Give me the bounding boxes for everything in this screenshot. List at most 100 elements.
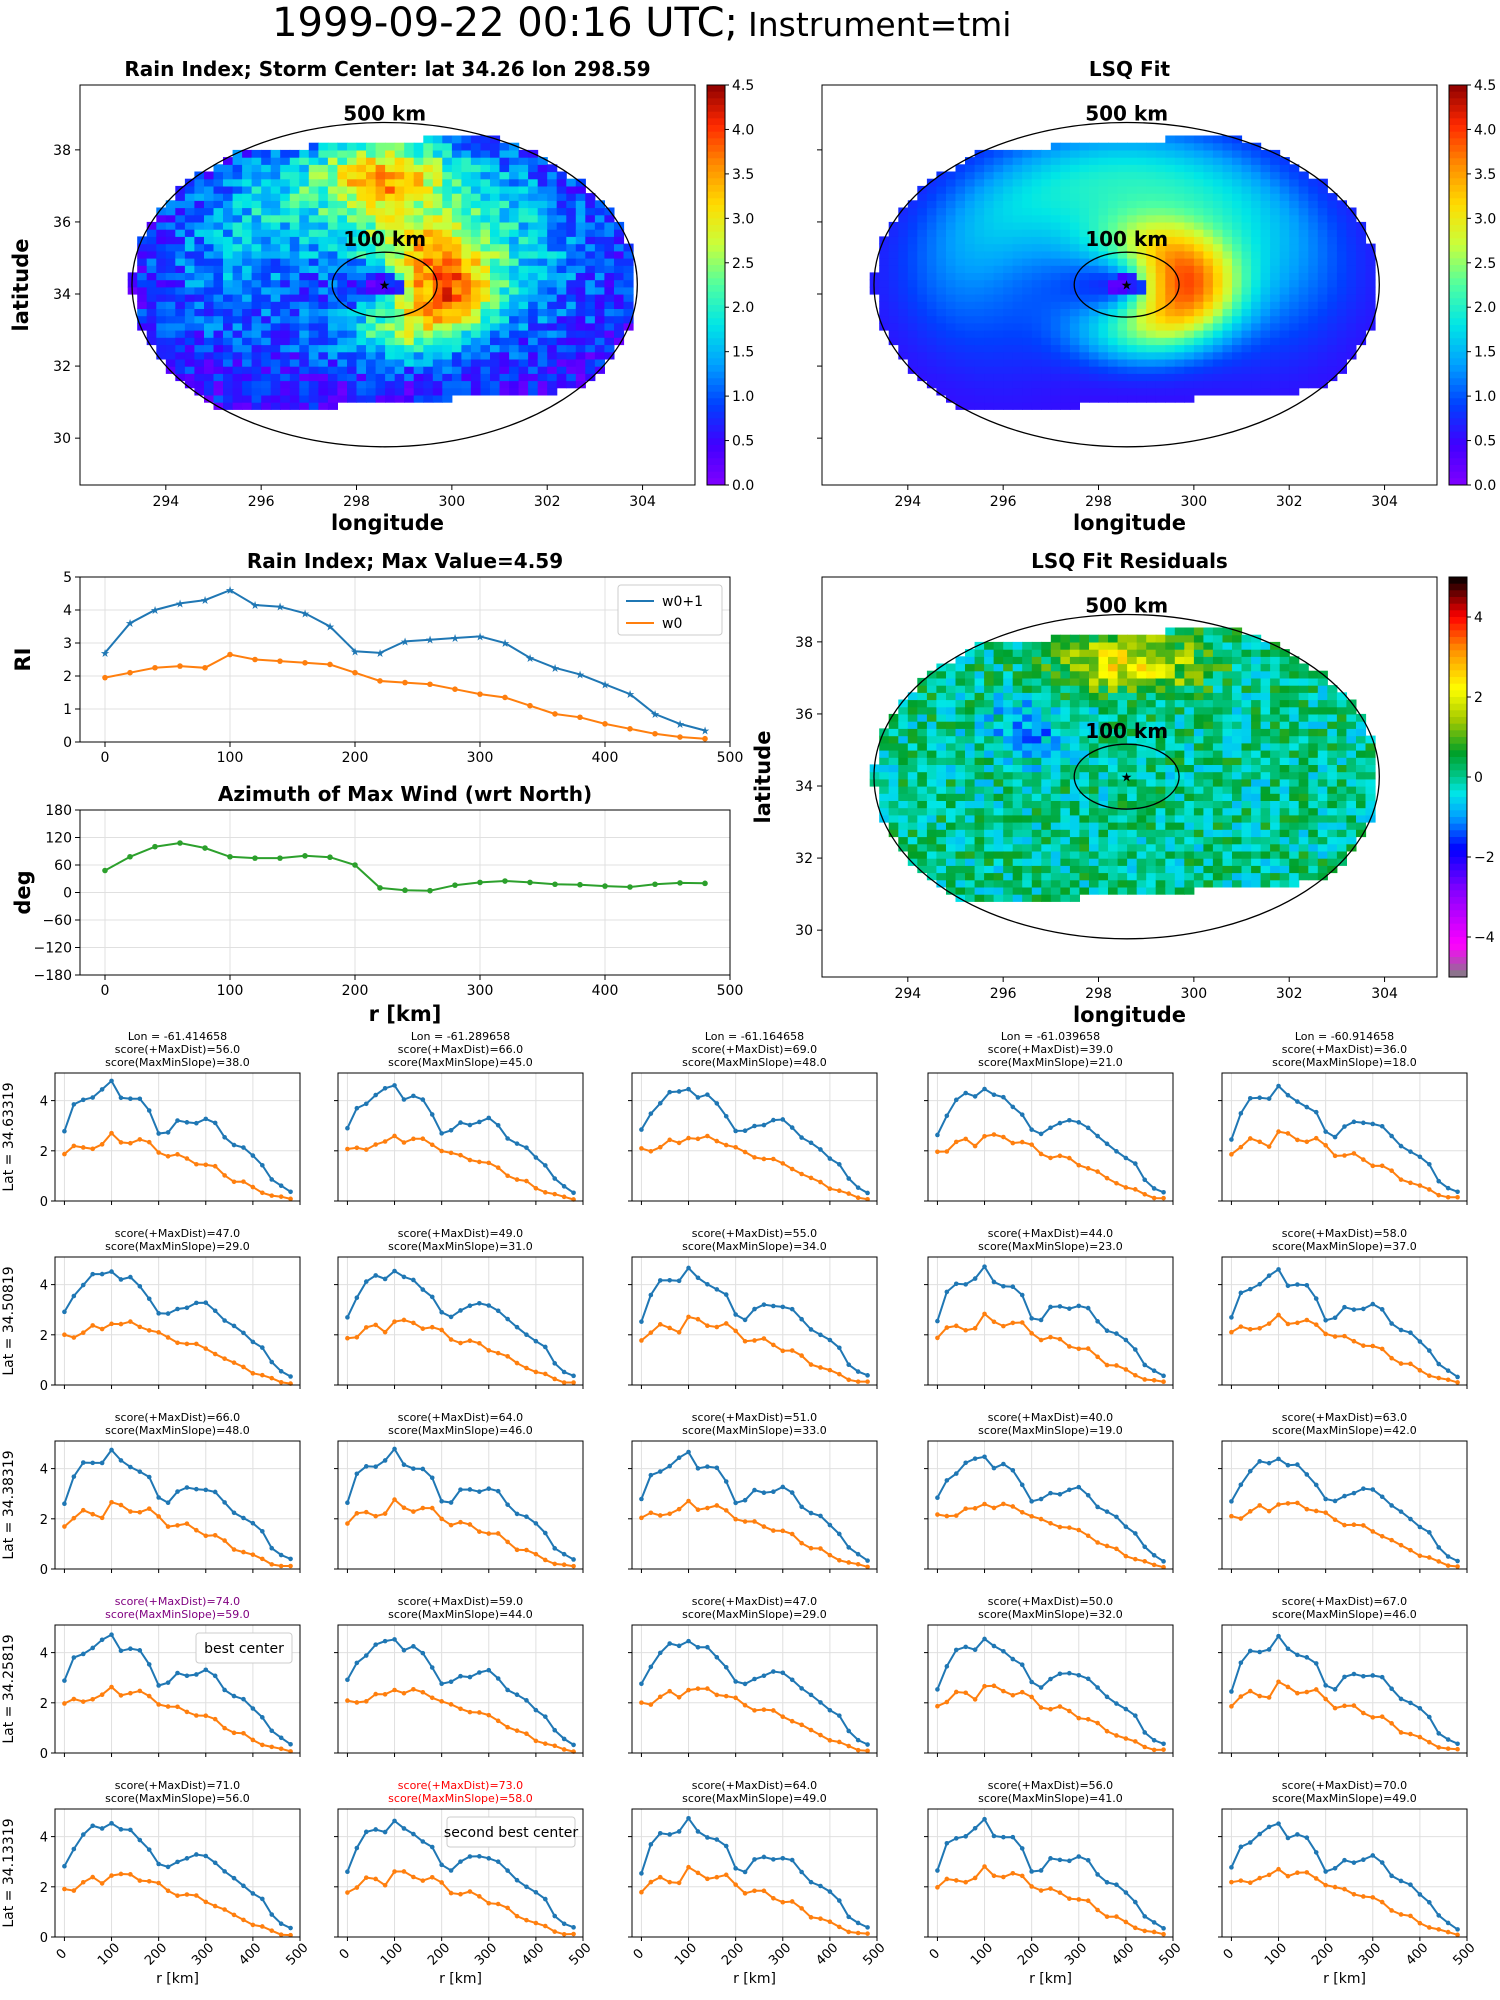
- series-marker: [808, 1510, 814, 1516]
- series-marker: [761, 1888, 767, 1894]
- series-marker: [552, 1376, 558, 1382]
- series-marker: [401, 1274, 407, 1280]
- score-maxminslope-label: score(MaxMinSlope)=49.0: [1272, 1792, 1417, 1805]
- series-line-2: [347, 1134, 574, 1201]
- series-marker: [1323, 1882, 1328, 1888]
- series-marker: [1161, 1741, 1166, 1747]
- series-marker: [146, 1328, 152, 1333]
- series-marker: [382, 1829, 388, 1835]
- ring-100km: [331, 251, 438, 318]
- series-marker: [571, 1380, 576, 1385]
- series-marker: [944, 1664, 950, 1669]
- x-tick-label: 100: [217, 983, 244, 999]
- series-marker: [137, 1837, 143, 1843]
- series-marker: [1095, 1907, 1100, 1913]
- series-marker: [667, 1137, 672, 1143]
- series-marker: [686, 1638, 691, 1644]
- series-marker: [345, 1521, 350, 1526]
- colorbar-segment: [1449, 365, 1467, 373]
- x-tick-label: 294: [894, 986, 921, 1002]
- series-marker: [1285, 1321, 1291, 1327]
- colorbar-segment: [707, 291, 725, 299]
- series-marker: [118, 1321, 124, 1327]
- series-marker: [402, 679, 408, 686]
- series-marker: [1114, 1701, 1119, 1706]
- subplot-frame: [927, 1072, 1174, 1202]
- series-marker: [420, 1287, 426, 1292]
- series-marker: [657, 1650, 663, 1656]
- x-tick-label: 0: [54, 1946, 70, 1962]
- series-marker: [533, 1186, 539, 1191]
- colorbar-segment: [707, 478, 725, 486]
- series-marker: [761, 1707, 767, 1712]
- row-latitude-label: Lat = 34.38319: [1, 1450, 17, 1559]
- series-marker: [363, 1699, 369, 1704]
- series-marker: [1057, 1120, 1063, 1126]
- series-marker: [1408, 1330, 1413, 1335]
- series-marker: [109, 1269, 114, 1274]
- series-marker: [1029, 1142, 1034, 1147]
- series-marker: [62, 1151, 67, 1157]
- x-tick-label: 298: [1085, 986, 1112, 1002]
- colorbar-segment: [1449, 957, 1467, 965]
- series-marker: [495, 1531, 501, 1536]
- colorbar-segment: [1449, 790, 1467, 798]
- colorbar-segment: [1449, 445, 1467, 453]
- series-marker: [241, 1330, 246, 1336]
- series-marker: [676, 1089, 682, 1094]
- series-marker: [1427, 1187, 1432, 1192]
- score-maxdist-label: score(+MaxDist)=56.0: [115, 1043, 240, 1056]
- series-marker: [128, 1690, 133, 1696]
- series-marker: [561, 1380, 567, 1385]
- series-marker: [212, 1120, 218, 1126]
- x-tick-label: 500: [1156, 1940, 1184, 1968]
- series-marker: [477, 1340, 482, 1346]
- series-marker: [627, 884, 633, 890]
- series-marker: [1323, 1129, 1328, 1134]
- series-marker: [109, 1499, 114, 1505]
- series-marker: [495, 1122, 501, 1128]
- x-tick-label: 200: [1015, 1940, 1043, 1968]
- series-marker: [963, 1282, 968, 1287]
- series-marker: [1019, 1689, 1025, 1695]
- series-marker: [231, 1510, 237, 1516]
- series-marker: [953, 1836, 959, 1841]
- series-marker: [1001, 1874, 1006, 1880]
- series-marker: [382, 1329, 388, 1335]
- colorbar-segment: [1449, 670, 1467, 678]
- series-marker: [1076, 1120, 1082, 1125]
- colorbar-segment: [707, 331, 725, 339]
- series-marker: [99, 1271, 105, 1277]
- series-marker: [657, 1513, 663, 1518]
- plot-ylabel: deg: [11, 870, 35, 914]
- series-marker: [71, 1474, 77, 1479]
- series-marker: [252, 855, 258, 861]
- series-marker: [705, 1133, 710, 1139]
- series-marker: [1323, 1331, 1328, 1337]
- series-marker: [227, 651, 233, 658]
- colorbar-segment: [1449, 730, 1467, 738]
- series-marker: [1370, 1301, 1376, 1307]
- series-marker: [1389, 1908, 1394, 1913]
- series-marker: [194, 1672, 199, 1677]
- series-marker: [752, 1519, 757, 1524]
- series-marker: [676, 1829, 682, 1834]
- series-marker: [278, 1194, 284, 1199]
- series-line-1: [640, 1266, 868, 1377]
- series-marker: [789, 1718, 795, 1724]
- series-marker: [1010, 1467, 1016, 1473]
- series-marker: [944, 1840, 950, 1846]
- series-marker: ★: [200, 594, 210, 607]
- series-marker: [752, 1857, 757, 1862]
- series-marker: [288, 1742, 293, 1747]
- suptitle-instrument: Instrument=tmi: [748, 5, 1011, 44]
- series-marker: [128, 1319, 133, 1324]
- series-line-1: [346, 1084, 575, 1194]
- series-marker: [808, 1915, 814, 1920]
- series-marker: [1038, 1151, 1044, 1157]
- series-marker: [1067, 1896, 1072, 1901]
- series-marker: [1010, 1284, 1016, 1290]
- series-marker: [514, 1877, 520, 1883]
- series-marker: [1123, 1367, 1129, 1372]
- colorbar-segment: [1449, 265, 1467, 273]
